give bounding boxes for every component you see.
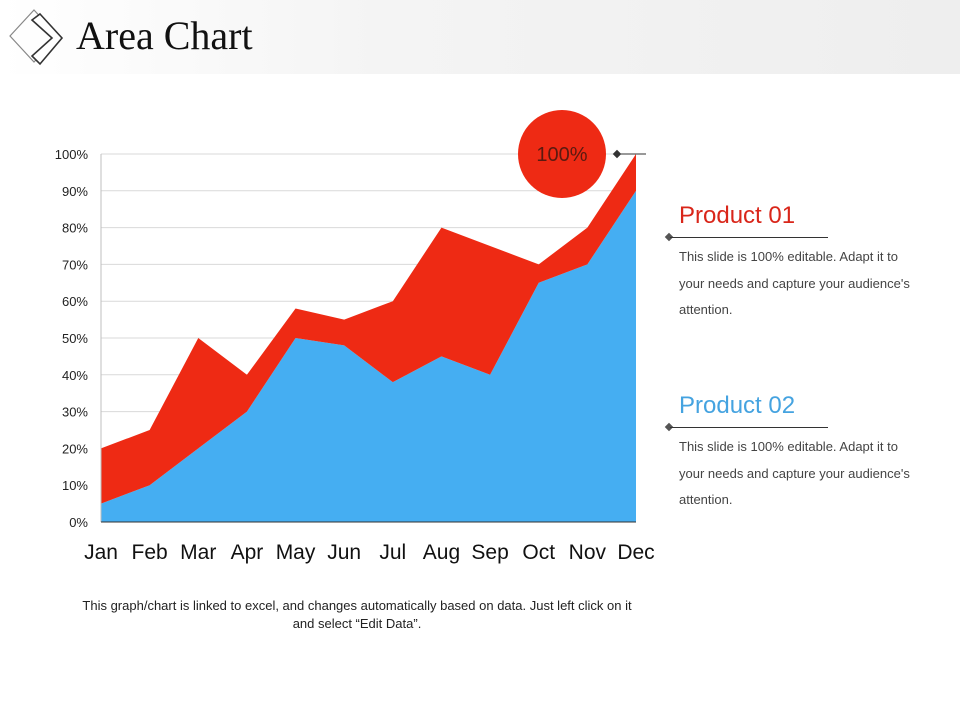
x-tick-label: Aug [423,541,460,564]
callout-circle [518,110,606,198]
y-tick-label: 40% [62,368,88,383]
diamond-logo-icon [9,9,64,66]
x-tick-label: Dec [617,541,654,564]
y-tick-label: 100% [55,147,89,162]
footnote: This graph/chart is linked to excel, and… [82,598,632,631]
area-chart: 0% 10% 20% 30% 40% 50% 60% 70% 80% 90% 100% Jan Feb M… [55,110,655,564]
y-tick-label: 50% [62,331,88,346]
callout-label: 100% [536,144,587,166]
x-tick-label: Sep [471,541,508,564]
x-tick-label: Jun [327,541,361,564]
y-tick-label: 20% [62,441,88,456]
series-area-1 [101,190,636,523]
x-tick-label: May [276,541,316,564]
product-01-divider [670,237,828,238]
x-tick-label: Mar [180,541,216,564]
x-tick-label: Jul [379,541,406,564]
y-tick-label: 80% [62,221,88,236]
y-tick-label: 70% [62,257,88,272]
x-tick-label: Feb [132,541,168,564]
y-tick-label: 0% [69,515,88,530]
product-01-description: This slide is 100% editable. Adapt it to… [679,249,910,317]
y-tick-label: 60% [62,294,88,309]
product-02-divider [670,427,828,428]
callout-marker-icon [612,149,622,159]
header-band [0,0,960,74]
y-tick-label: 10% [62,478,88,493]
y-tick-label: 90% [62,184,88,199]
x-tick-label: Jan [84,541,118,564]
y-tick-label: 30% [62,405,88,420]
x-tick-label: Apr [231,541,264,564]
product-02-description: This slide is 100% editable. Adapt it to… [679,439,910,507]
product-02-title: Product 02 [679,392,796,419]
page-title: Area Chart [76,13,253,58]
x-tick-label: Oct [522,541,555,564]
product-01-title: Product 01 [679,202,796,229]
x-tick-label: Nov [569,541,607,564]
series-area-2 [101,154,636,504]
